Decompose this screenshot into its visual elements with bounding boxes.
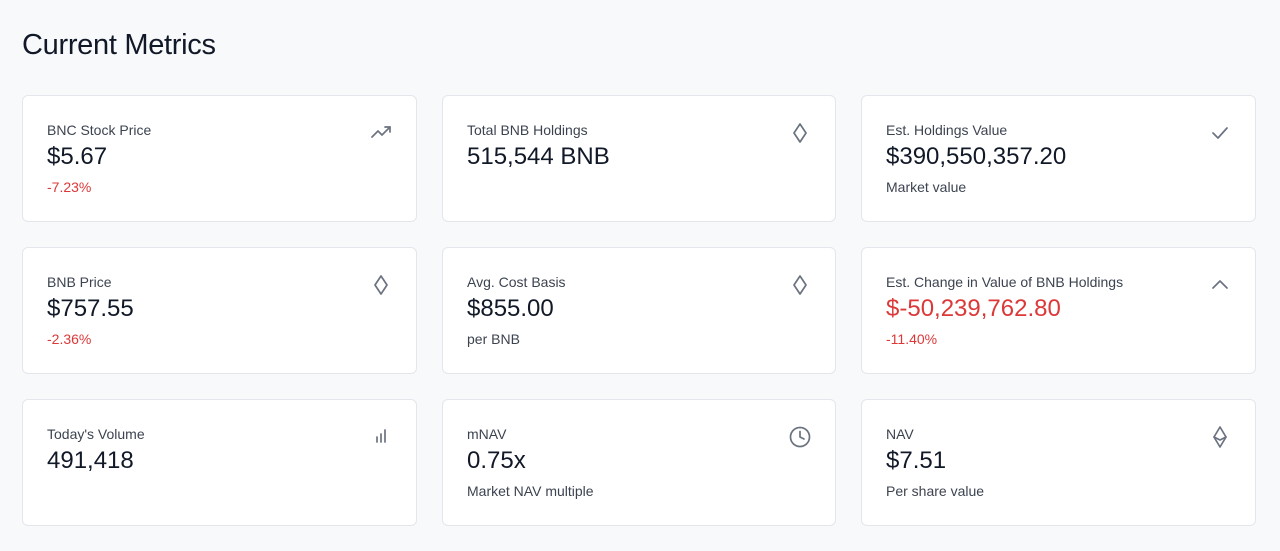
metric-value: $7.51 bbox=[886, 447, 947, 474]
metric-value: 0.75x bbox=[467, 447, 526, 474]
metric-label: Today's Volume bbox=[47, 426, 145, 442]
metric-note: Per share value bbox=[886, 483, 985, 499]
metric-card: NAV $7.51 Per share value bbox=[861, 399, 1256, 526]
bar-chart-icon bbox=[376, 429, 386, 443]
metric-label: NAV bbox=[886, 426, 914, 442]
metric-value: $-50,239,762.80 bbox=[886, 295, 1061, 322]
metric-note: per BNB bbox=[467, 331, 520, 347]
diamond-icon bbox=[793, 275, 807, 295]
metric-value: $390,550,357.20 bbox=[886, 143, 1067, 170]
metric-value: $855.00 bbox=[467, 295, 554, 322]
check-icon bbox=[1212, 127, 1228, 139]
metric-change: -11.40% bbox=[886, 331, 938, 347]
diamond-icon bbox=[374, 275, 388, 295]
metric-card: Avg. Cost Basis $855.00 per BNB bbox=[442, 247, 836, 374]
metrics-grid: BNC Stock Price $5.67 -7.23% Total BNB H… bbox=[22, 95, 1256, 526]
metric-label: BNB Price bbox=[47, 274, 112, 290]
metric-label: BNC Stock Price bbox=[47, 122, 152, 138]
metric-card: Est. Holdings Value $390,550,357.20 Mark… bbox=[861, 95, 1256, 222]
metric-label: Est. Holdings Value bbox=[886, 122, 1008, 138]
metric-label: Total BNB Holdings bbox=[467, 122, 588, 138]
metric-note: Market NAV multiple bbox=[467, 483, 594, 499]
metric-card: Est. Change in Value of BNB Holdings $-5… bbox=[861, 247, 1256, 374]
metric-card: Today's Volume 491,418 bbox=[22, 399, 417, 526]
metric-value: $5.67 bbox=[47, 143, 108, 170]
clock-icon bbox=[789, 426, 811, 448]
metric-value: 491,418 bbox=[47, 447, 134, 474]
metric-card: Total BNB Holdings 515,544 BNB bbox=[442, 95, 836, 222]
page-title: Current Metrics bbox=[22, 29, 216, 61]
metric-label: Est. Change in Value of BNB Holdings bbox=[886, 274, 1124, 290]
metric-label: Avg. Cost Basis bbox=[467, 274, 566, 290]
metric-card: BNC Stock Price $5.67 -7.23% bbox=[22, 95, 417, 222]
metric-card: BNB Price $757.55 -2.36% bbox=[22, 247, 417, 374]
metric-label: mNAV bbox=[467, 426, 507, 442]
metric-card: mNAV 0.75x Market NAV multiple bbox=[442, 399, 836, 526]
metric-note: Market value bbox=[886, 179, 967, 195]
metric-value: $757.55 bbox=[47, 295, 134, 322]
metric-value: 515,544 BNB bbox=[467, 143, 610, 170]
ethereum-icon bbox=[1213, 426, 1227, 448]
metric-change: -2.36% bbox=[47, 331, 92, 347]
diamond-icon bbox=[793, 123, 807, 143]
chevron-up-icon bbox=[1212, 280, 1228, 289]
trend-icon bbox=[371, 126, 391, 138]
metric-change: -7.23% bbox=[47, 179, 92, 195]
